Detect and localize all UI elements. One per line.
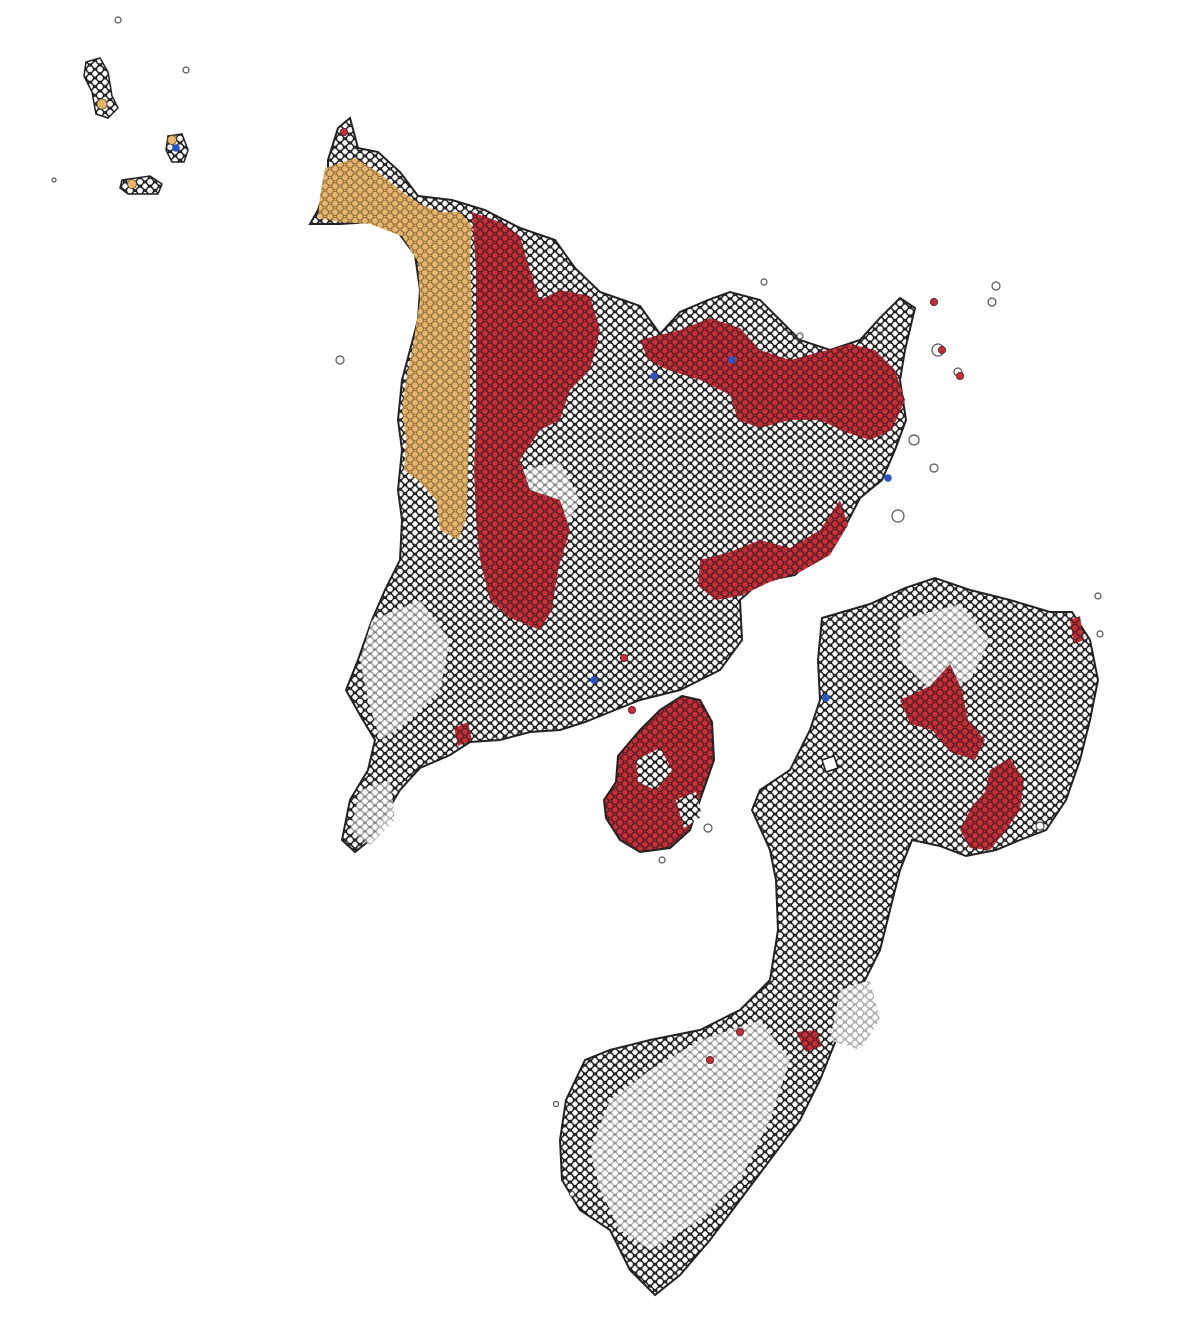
islet-c [119, 175, 163, 195]
faded-region-c [350, 780, 395, 845]
faded-region-a [360, 600, 450, 740]
red-stray-spot [930, 297, 939, 306]
orange-spot-c [127, 179, 137, 189]
cluster-red-upper-right [640, 318, 905, 440]
orange-spot-b [167, 135, 177, 145]
cluster-red-lower-b [960, 758, 1024, 850]
stray-spot [760, 278, 768, 286]
cluster-red-lower-d [1070, 616, 1084, 644]
tissue-section-upper [308, 116, 917, 854]
cluster-red-spot-a [454, 722, 472, 746]
stray-spot [891, 509, 905, 523]
blue-spot-e [822, 694, 830, 702]
stray-spots [51, 16, 1104, 1198]
tissue-section-lower [558, 576, 1100, 1297]
stray-spot [987, 297, 997, 307]
orange-spot-a [96, 98, 108, 110]
red-stray-spot [736, 1028, 745, 1037]
blue-spot-islet [172, 144, 180, 152]
blue-spots [590, 356, 892, 702]
red-stray-spot [706, 1056, 715, 1065]
red-stray-spots [339, 127, 965, 1065]
stray-spot [1094, 592, 1102, 600]
red-stray-spot [620, 654, 629, 663]
tissue-section-middle [602, 694, 716, 854]
blue-spot-b [728, 356, 736, 364]
stray-spot [908, 434, 920, 446]
faded-region-f [900, 604, 990, 690]
stray-spot [114, 16, 122, 24]
stray-spot [1096, 630, 1104, 638]
cluster-orange-band [318, 158, 472, 540]
stray-spot [1035, 821, 1045, 831]
section-middle-white-gap-b [676, 792, 702, 828]
stray-spot [552, 1100, 560, 1108]
faded-region-e [590, 1020, 790, 1250]
stray-spot [796, 332, 804, 340]
cluster-red-lower-a [900, 664, 985, 760]
cluster-red-lower-right [698, 500, 848, 600]
stray-spot [703, 823, 713, 833]
faded-region-d [830, 980, 880, 1050]
stray-spot [182, 66, 190, 74]
hole-lower [821, 755, 839, 773]
stray-spot [51, 177, 57, 183]
section-middle-white-gaps [636, 748, 672, 790]
small-islands-top-left [83, 57, 189, 195]
red-stray-spot [339, 127, 348, 136]
red-stray-spot [938, 345, 947, 354]
cluster-red-lower-c [796, 1030, 822, 1052]
stray-spot [335, 355, 345, 365]
red-stray-spot [628, 706, 637, 715]
blue-spot-c [884, 474, 892, 482]
cluster-red-band [472, 212, 600, 630]
stray-spot [658, 856, 666, 864]
stray-spot [991, 281, 1001, 291]
islet-a [83, 57, 119, 119]
blue-spot-d [590, 676, 598, 684]
stray-spot [929, 463, 939, 473]
blue-spot-a [650, 372, 658, 380]
stray-spot [568, 1190, 576, 1198]
red-stray-spot [956, 371, 965, 380]
